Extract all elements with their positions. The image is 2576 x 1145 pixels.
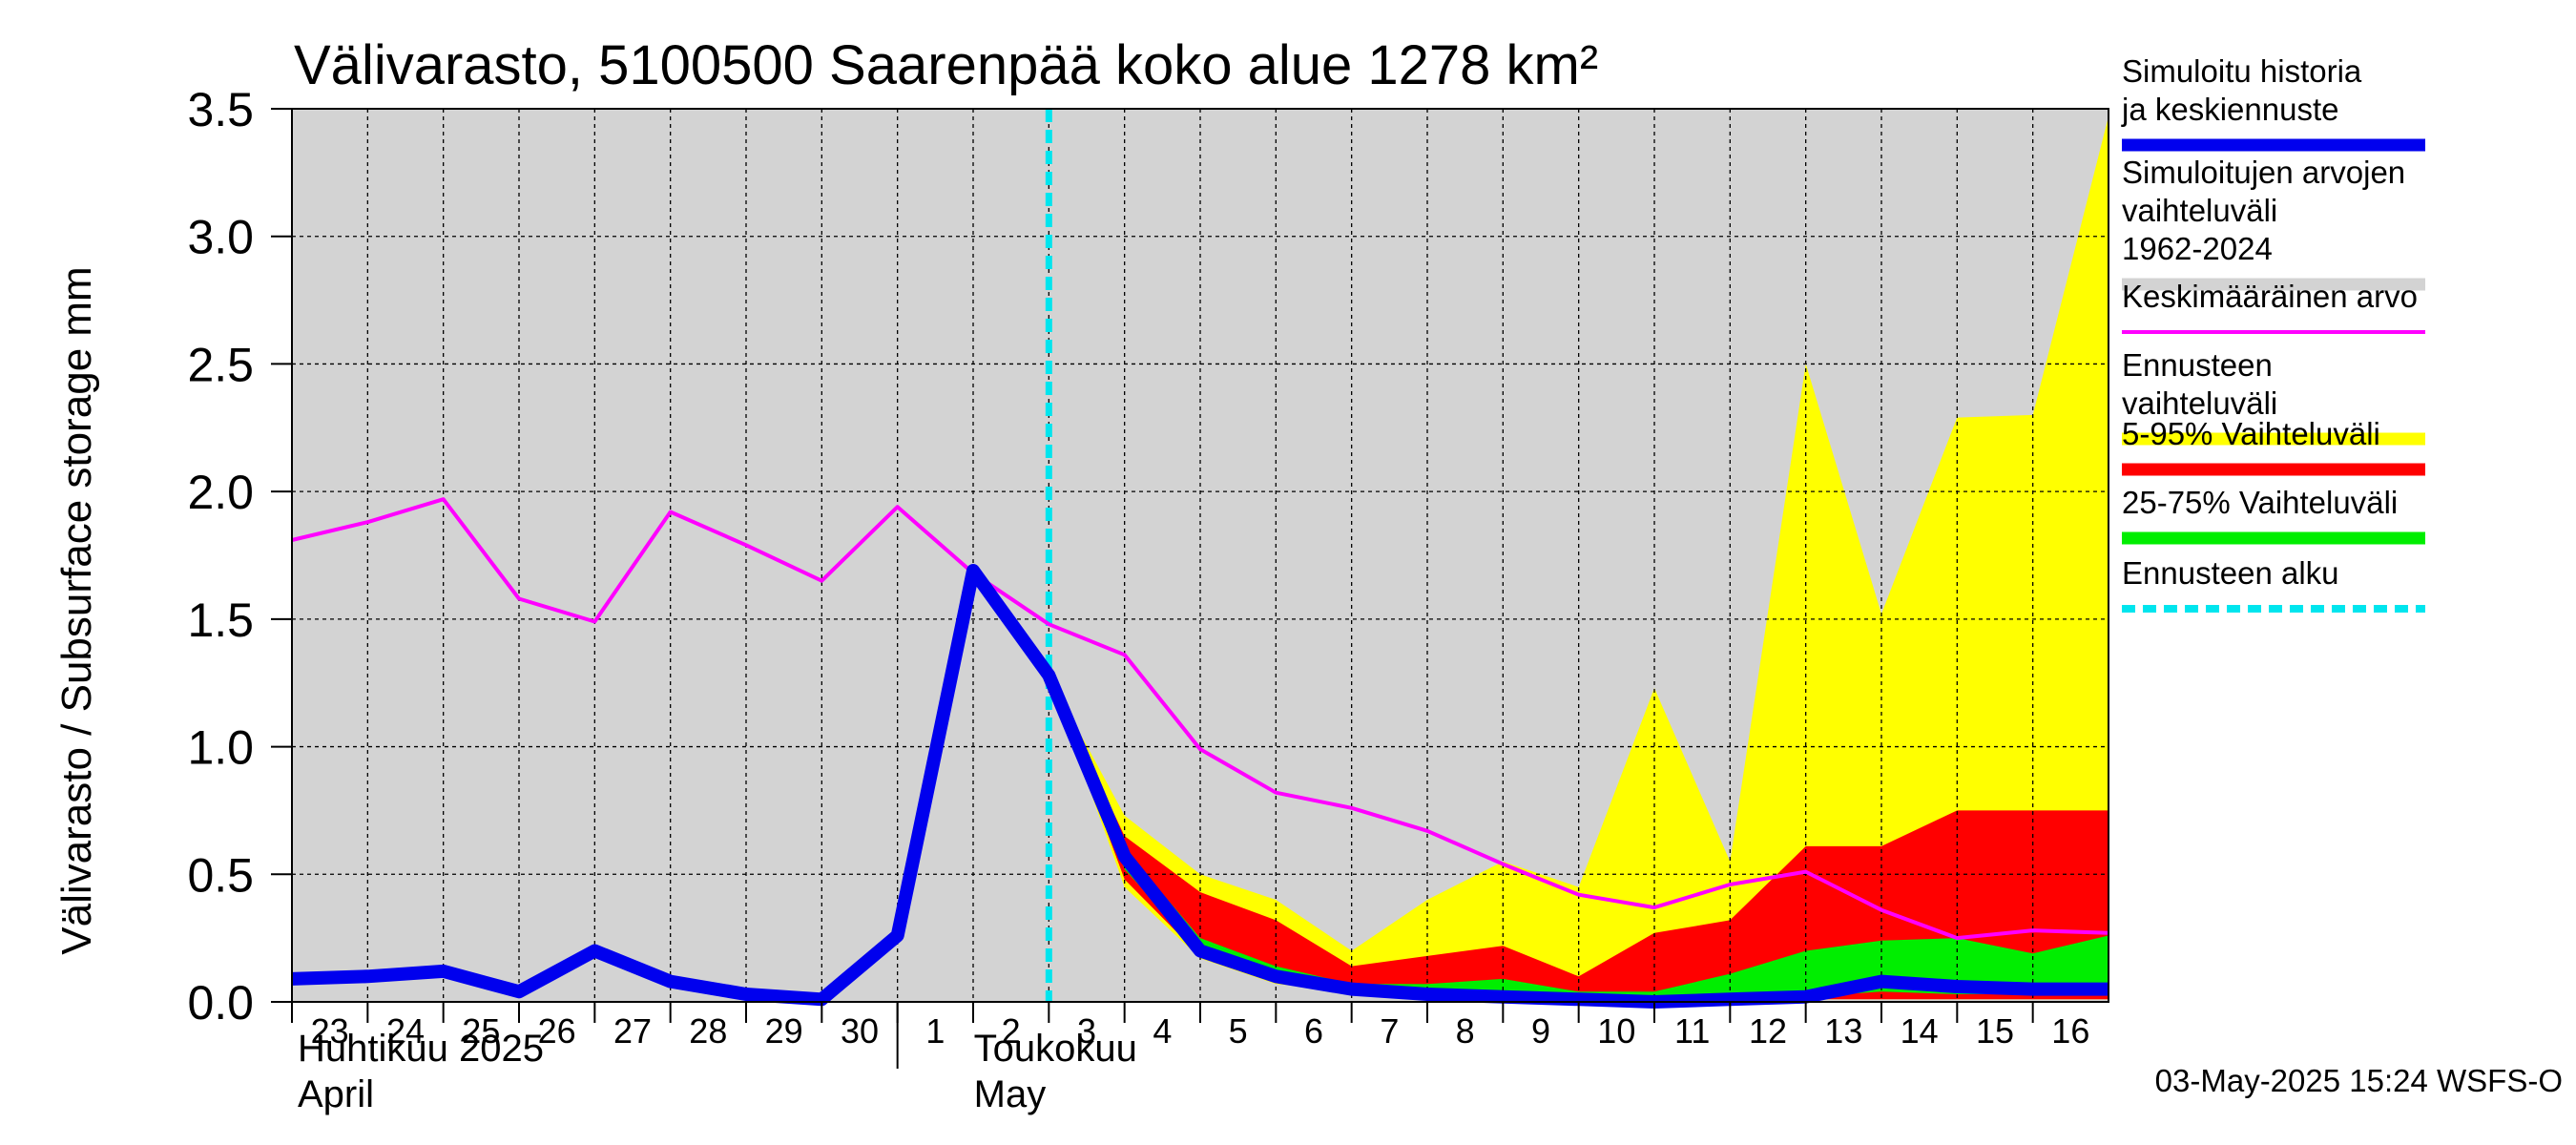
- x-tick-label: 1: [925, 1011, 945, 1051]
- axes: 0.00.51.01.52.02.53.03.523 24 25 26 27 28 29 30…: [187, 83, 2109, 1115]
- x-tick-label: 11: [1674, 1011, 1710, 1051]
- legend-label: Keskimääräinen arvo: [2122, 279, 2418, 314]
- legend-label: Ennusteen vaihteluväli: [2122, 347, 2277, 421]
- x-tick-label: 28: [689, 1011, 727, 1051]
- y-tick-label: 0.0: [187, 976, 254, 1030]
- x-tick-label: 15: [1976, 1011, 2014, 1051]
- x-tick-label: 9: [1531, 1011, 1550, 1051]
- x-tick-label: 13: [1824, 1011, 1862, 1051]
- x-tick-label: 29: [765, 1011, 803, 1051]
- legend-forecast-start: Ennusteen alku: [2122, 555, 2425, 613]
- band-5-95: [1049, 675, 2109, 1000]
- legend-5-95: 5-95% Vaihteluväli: [2122, 416, 2425, 476]
- y-tick-label: 2.0: [187, 466, 254, 519]
- legend-label: Ennusteen alku: [2122, 555, 2339, 591]
- x-tick-label: 3: [1077, 1011, 1096, 1051]
- x-tick-label: 2: [1002, 1011, 1021, 1051]
- y-tick-label: 2.5: [187, 338, 254, 391]
- y-tick-label: 1.0: [187, 721, 254, 775]
- legend-label: Simuloitujen arvojen vaihteluväli 1962-202…: [2122, 155, 2405, 266]
- series-simulated-line: [291, 564, 2109, 1009]
- x-tick-label: 27: [613, 1011, 652, 1051]
- x-tick-label: 6: [1304, 1011, 1323, 1051]
- x-tick-label: 25: [462, 1011, 500, 1051]
- x-tick-label: 12: [1749, 1011, 1787, 1051]
- month-label-fi: Toukokuu: [974, 1028, 1137, 1070]
- chart-title: Välivarasto, 5100500 Saarenpää koko alue…: [294, 34, 1598, 96]
- legend-mean: Keskimääräinen arvo: [2122, 279, 2425, 334]
- legend-history-range: Simuloitujen arvojen vaihteluväli 1962-202…: [2122, 155, 2425, 291]
- month-label-en: April: [298, 1073, 374, 1115]
- month-label-en: May: [974, 1073, 1047, 1115]
- x-tick-label: 5: [1229, 1011, 1248, 1051]
- legend-simulated: Simuloitu historia ja keskiennuste: [2121, 53, 2425, 152]
- x-tick-label: 4: [1153, 1011, 1172, 1051]
- legend-label: Simuloitu historia ja keskiennuste: [2121, 53, 2362, 127]
- legend-25-75: 25-75% Vaihteluväli: [2122, 485, 2425, 545]
- y-tick-label: 0.5: [187, 848, 254, 902]
- legend-label: 5-95% Vaihteluväli: [2122, 416, 2380, 451]
- y-tick-label: 3.5: [187, 83, 254, 136]
- band-forecast-range: [1049, 116, 2109, 1000]
- series-mean-line: [291, 497, 2109, 941]
- band-25-75: [1049, 675, 2109, 1000]
- x-tick-label: 14: [1901, 1011, 1939, 1051]
- x-tick-label: 24: [386, 1011, 425, 1051]
- timestamp: 03-May-2025 15:24 WSFS-O: [2155, 1063, 2563, 1098]
- month-label-fi: Huhtikuu 2025: [298, 1028, 544, 1070]
- y-tick-label: 3.0: [187, 211, 254, 264]
- x-tick-label: 30: [841, 1011, 879, 1051]
- legend-forecast-range: Ennusteen vaihteluväli: [2122, 347, 2425, 446]
- x-tick-label: 23: [311, 1011, 349, 1051]
- y-tick-label: 1.5: [187, 593, 254, 647]
- x-tick-label: 26: [538, 1011, 576, 1051]
- x-tick-label: 7: [1380, 1011, 1399, 1051]
- legend-label: 25-75% Vaihteluväli: [2122, 485, 2398, 520]
- x-tick-label: 10: [1597, 1011, 1635, 1051]
- plot-area: [291, 109, 2109, 1009]
- x-tick-label: 16: [2051, 1011, 2089, 1051]
- x-tick-label: 8: [1456, 1011, 1475, 1051]
- legend: Simuloitu historia ja keskiennuste Simuloi…: [2121, 53, 2425, 613]
- y-axis-label: Välivarasto / Subsurface storage mm: [53, 266, 100, 954]
